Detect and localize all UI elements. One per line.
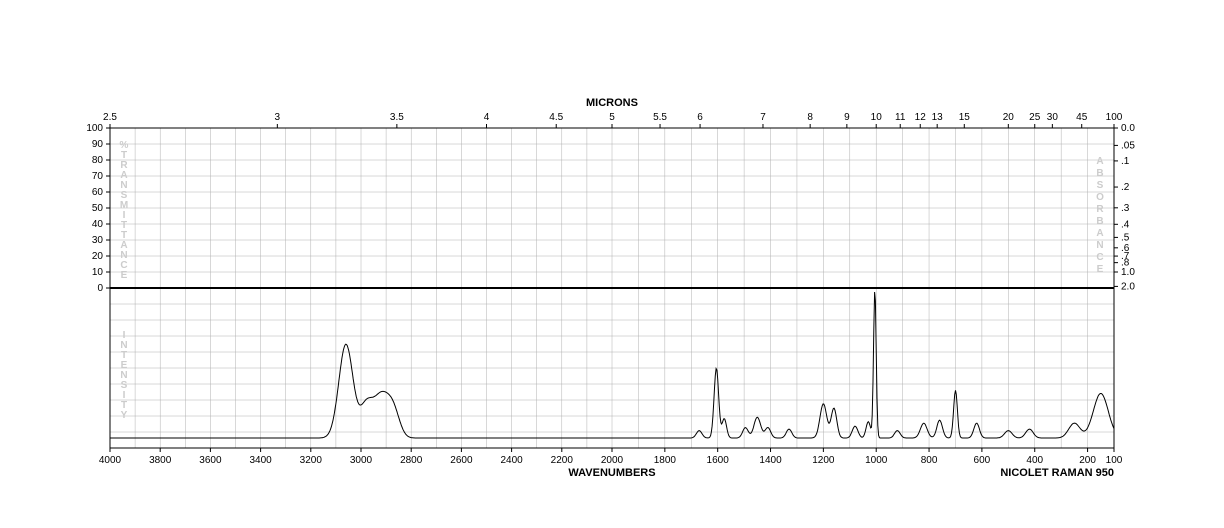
micron-tick-label: 15 xyxy=(959,112,971,123)
absorbance-tick-label: .05 xyxy=(1121,140,1135,151)
micron-tick-label: 11 xyxy=(895,112,906,123)
micron-tick-label: 25 xyxy=(1029,112,1041,123)
transmittance-tick-label: 90 xyxy=(92,139,104,150)
absorbance-axis-letter: S xyxy=(1097,180,1104,191)
transmittance-tick-label: 50 xyxy=(92,203,104,214)
wavenumber-tick-label: 3400 xyxy=(249,455,272,466)
absorbance-tick-label: 2.0 xyxy=(1121,281,1135,292)
instrument-label: NICOLET RAMAN 950 xyxy=(1000,467,1114,479)
bottom-axis-title: WAVENUMBERS xyxy=(568,467,655,479)
micron-tick-label: 100 xyxy=(1106,112,1123,123)
wavenumber-tick-label: 1200 xyxy=(812,455,835,466)
absorbance-axis-letter: C xyxy=(1096,252,1103,263)
transmittance-tick-label: 60 xyxy=(92,187,104,198)
transmittance-tick-label: 10 xyxy=(92,267,104,278)
absorbance-tick-label: 0.0 xyxy=(1121,123,1135,134)
wavenumber-tick-label: 400 xyxy=(1026,455,1043,466)
wavenumber-tick-label: 3200 xyxy=(300,455,323,466)
micron-tick-label: 2.5 xyxy=(103,112,117,123)
wavenumber-tick-label: 800 xyxy=(921,455,938,466)
absorbance-tick-label: .1 xyxy=(1121,156,1130,167)
absorbance-tick-label: .3 xyxy=(1121,203,1130,214)
transmittance-tick-label: 80 xyxy=(92,155,104,166)
wavenumber-tick-label: 1800 xyxy=(654,455,677,466)
absorbance-tick-label: 1.0 xyxy=(1121,267,1135,278)
wavenumber-tick-label: 600 xyxy=(974,455,991,466)
micron-tick-label: 30 xyxy=(1047,112,1059,123)
micron-tick-label: 12 xyxy=(915,112,927,123)
wavenumber-tick-label: 3800 xyxy=(149,455,172,466)
micron-tick-label: 8 xyxy=(807,112,813,123)
absorbance-axis-letter: A xyxy=(1096,228,1103,239)
micron-tick-label: 5.5 xyxy=(653,112,667,123)
transmittance-tick-label: 20 xyxy=(92,251,104,262)
absorbance-axis-letter: A xyxy=(1096,156,1103,167)
transmittance-axis-letter: E xyxy=(121,270,128,281)
wavenumber-tick-label: 1000 xyxy=(865,455,888,466)
absorbance-tick-label: .5 xyxy=(1121,232,1130,243)
transmittance-tick-label: 0 xyxy=(97,283,103,294)
absorbance-axis-letter: O xyxy=(1096,192,1104,203)
absorbance-axis-letter: R xyxy=(1096,204,1104,215)
micron-tick-label: 10 xyxy=(871,112,883,123)
micron-tick-label: 6 xyxy=(697,112,703,123)
wavenumber-tick-label: 4000 xyxy=(99,455,122,466)
absorbance-axis-letter: E xyxy=(1097,264,1104,275)
wavenumber-tick-label: 3600 xyxy=(199,455,222,466)
absorbance-axis-letter: N xyxy=(1096,240,1103,251)
micron-tick-label: 4.5 xyxy=(549,112,563,123)
wavenumber-tick-label: 3000 xyxy=(350,455,373,466)
transmittance-tick-label: 40 xyxy=(92,219,104,230)
micron-tick-label: 4 xyxy=(484,112,490,123)
micron-tick-label: 45 xyxy=(1076,112,1088,123)
micron-tick-label: 3 xyxy=(275,112,281,123)
top-axis-title: MICRONS xyxy=(586,97,638,109)
wavenumber-tick-label: 2200 xyxy=(551,455,574,466)
micron-tick-label: 7 xyxy=(760,112,766,123)
intensity-axis-letter: Y xyxy=(121,410,128,421)
micron-tick-label: 9 xyxy=(844,112,850,123)
micron-tick-label: 5 xyxy=(609,112,615,123)
absorbance-tick-label: .4 xyxy=(1121,219,1130,230)
spectrum-chart: 2.533.544.555.56789101112131520253045100… xyxy=(0,0,1224,528)
wavenumber-tick-label: 1600 xyxy=(707,455,730,466)
wavenumber-tick-label: 1400 xyxy=(759,455,782,466)
transmittance-tick-label: 100 xyxy=(86,123,103,134)
absorbance-axis-letter: B xyxy=(1096,168,1103,179)
spectrum-svg: 2.533.544.555.56789101112131520253045100… xyxy=(0,0,1224,528)
micron-tick-label: 3.5 xyxy=(390,112,404,123)
wavenumber-tick-label: 100 xyxy=(1106,455,1123,466)
absorbance-tick-label: .2 xyxy=(1121,182,1130,193)
absorbance-axis-letter: B xyxy=(1096,216,1103,227)
transmittance-tick-label: 30 xyxy=(92,235,104,246)
wavenumber-tick-label: 2600 xyxy=(450,455,473,466)
wavenumber-tick-label: 2400 xyxy=(500,455,523,466)
micron-tick-label: 13 xyxy=(932,112,944,123)
transmittance-tick-label: 70 xyxy=(92,171,104,182)
wavenumber-tick-label: 2800 xyxy=(400,455,423,466)
micron-tick-label: 20 xyxy=(1003,112,1015,123)
wavenumber-tick-label: 200 xyxy=(1079,455,1096,466)
wavenumber-tick-label: 2000 xyxy=(601,455,624,466)
